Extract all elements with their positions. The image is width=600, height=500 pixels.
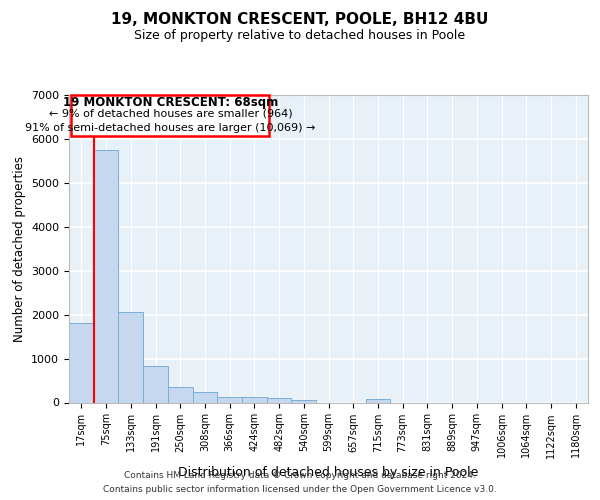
Text: 19 MONKTON CRESCENT: 68sqm: 19 MONKTON CRESCENT: 68sqm	[63, 96, 278, 108]
Bar	[94, 150, 118, 403]
Bar	[118, 312, 143, 402]
Bar	[69, 324, 94, 402]
Text: ← 9% of detached houses are smaller (964): ← 9% of detached houses are smaller (964…	[49, 108, 292, 118]
X-axis label: Distribution of detached houses by size in Poole: Distribution of detached houses by size …	[178, 466, 479, 479]
Bar	[365, 398, 390, 402]
Bar	[168, 386, 193, 402]
Text: Size of property relative to detached houses in Poole: Size of property relative to detached ho…	[134, 28, 466, 42]
Bar	[267, 398, 292, 402]
Bar	[71, 95, 269, 136]
Bar	[292, 400, 316, 402]
Bar	[193, 392, 217, 402]
Bar	[143, 366, 168, 402]
Y-axis label: Number of detached properties: Number of detached properties	[13, 156, 26, 342]
Text: Contains HM Land Registry data © Crown copyright and database right 2024.: Contains HM Land Registry data © Crown c…	[124, 472, 476, 480]
Text: 91% of semi-detached houses are larger (10,069) →: 91% of semi-detached houses are larger (…	[25, 122, 316, 132]
Text: Contains public sector information licensed under the Open Government Licence v3: Contains public sector information licen…	[103, 484, 497, 494]
Bar	[242, 398, 267, 402]
Bar	[217, 397, 242, 402]
Text: 19, MONKTON CRESCENT, POOLE, BH12 4BU: 19, MONKTON CRESCENT, POOLE, BH12 4BU	[112, 12, 488, 28]
